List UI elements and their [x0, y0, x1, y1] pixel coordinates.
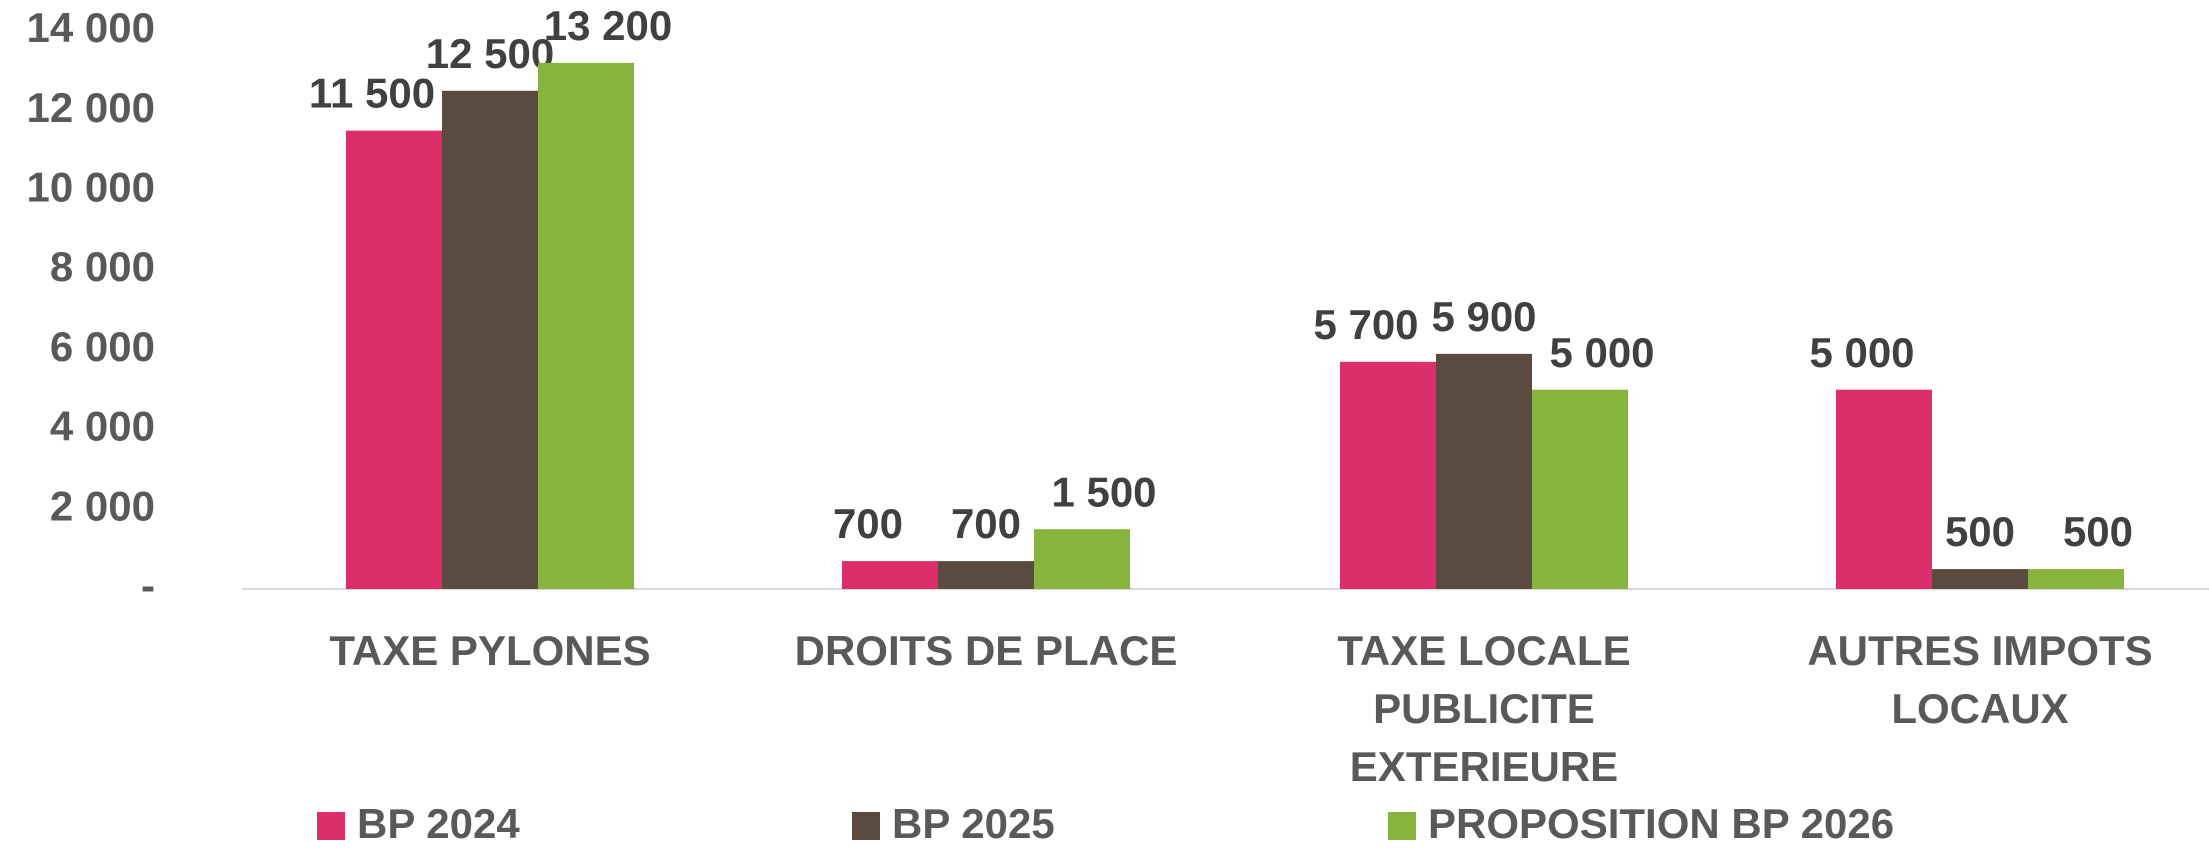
- legend-label: PROPOSITION BP 2026: [1428, 800, 1894, 847]
- x-tick-label: TAXE PYLONES: [329, 627, 651, 674]
- y-tick-label: -: [141, 562, 155, 609]
- y-tick-label: 6 000: [50, 323, 155, 370]
- y-tick-label: 14 000: [27, 4, 155, 51]
- data-label: 1 500: [1051, 468, 1156, 515]
- bar: [1436, 353, 1532, 589]
- bar: [1836, 389, 1932, 589]
- legend-label: BP 2024: [357, 800, 520, 847]
- legend-swatch: [1388, 812, 1416, 840]
- x-tick-label: DROITS DE PLACE: [794, 627, 1178, 674]
- bar: [538, 62, 634, 589]
- data-label: 700: [951, 500, 1021, 547]
- data-label: 11 500: [309, 70, 435, 117]
- data-label: 5 700: [1313, 301, 1418, 348]
- data-label: 500: [1945, 508, 2015, 555]
- bar: [1932, 569, 2028, 589]
- bar: [2028, 569, 2124, 589]
- bar: [1340, 361, 1436, 589]
- legend-label: BP 2025: [892, 800, 1055, 847]
- data-label: 5 000: [1809, 329, 1914, 376]
- data-label: 700: [833, 500, 903, 547]
- bar: [346, 130, 442, 589]
- legend-swatch: [317, 812, 345, 840]
- bar: [938, 561, 1034, 589]
- x-tick-label: AUTRES IMPOTS LOCAUX: [1807, 627, 2153, 732]
- x-tick-label: TAXE LOCALE PUBLICITE EXTERIEURE: [1337, 627, 1631, 790]
- bar: [1034, 529, 1130, 589]
- data-label: 5 000: [1549, 329, 1654, 376]
- bar: [1532, 389, 1628, 589]
- y-tick-label: 12 000: [27, 84, 155, 131]
- data-label: 500: [2063, 508, 2133, 555]
- y-tick-label: 10 000: [27, 164, 155, 211]
- legend-swatch: [852, 812, 880, 840]
- bar: [442, 90, 538, 590]
- data-label: 5 900: [1431, 293, 1536, 340]
- data-label: 13 200: [544, 2, 672, 49]
- data-label: 12 500: [426, 30, 554, 77]
- y-tick-label: 4 000: [50, 403, 155, 450]
- bar: [842, 561, 938, 589]
- y-tick-label: 2 000: [50, 482, 155, 529]
- y-tick-label: 8 000: [50, 243, 155, 290]
